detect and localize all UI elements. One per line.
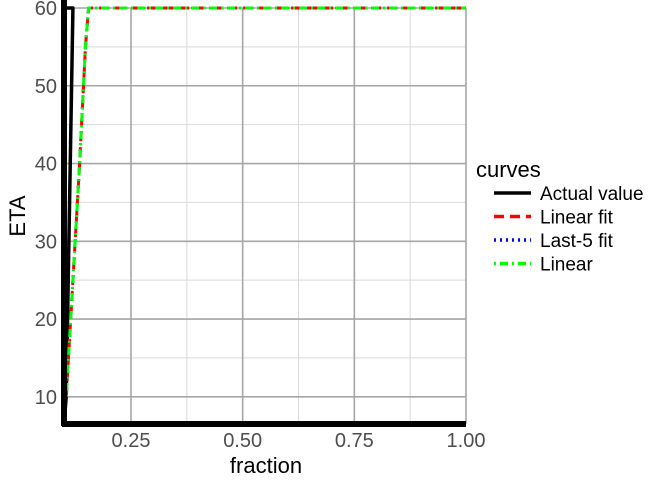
legend-label: Linear fit	[540, 208, 614, 229]
legend-label: Linear	[540, 255, 593, 276]
series-line-actual-value	[62, 6, 466, 426]
y-tick-label: 50	[35, 76, 57, 98]
x-tick-label: 1.00	[447, 430, 486, 452]
axes-layer	[61, 0, 466, 427]
x-tick-label: 0.50	[223, 430, 262, 452]
y-tick-label: 30	[35, 231, 57, 253]
series-layer	[62, 6, 466, 426]
tick-labels: 0.25 0.50 0.75 1.00 10 20 30 40 50 60	[35, 0, 486, 452]
legend-label: Last-5 fit	[540, 231, 614, 252]
x-tick-label: 0.25	[112, 430, 151, 452]
x-axis-title: fraction	[230, 453, 302, 478]
y-tick-label: 40	[35, 154, 57, 176]
y-tick-label: 20	[35, 309, 57, 331]
y-tick-label: 10	[35, 387, 57, 409]
y-tick-label: 60	[35, 0, 57, 20]
x-tick-label: 0.75	[335, 430, 374, 452]
legend-label: Actual value	[540, 184, 644, 205]
y-axis-title: ETA	[5, 195, 30, 236]
series-line-linear	[64, 6, 466, 397]
legend-title: curves	[476, 157, 541, 182]
minor-gridlines	[64, 8, 466, 424]
major-gridlines	[64, 7, 467, 424]
